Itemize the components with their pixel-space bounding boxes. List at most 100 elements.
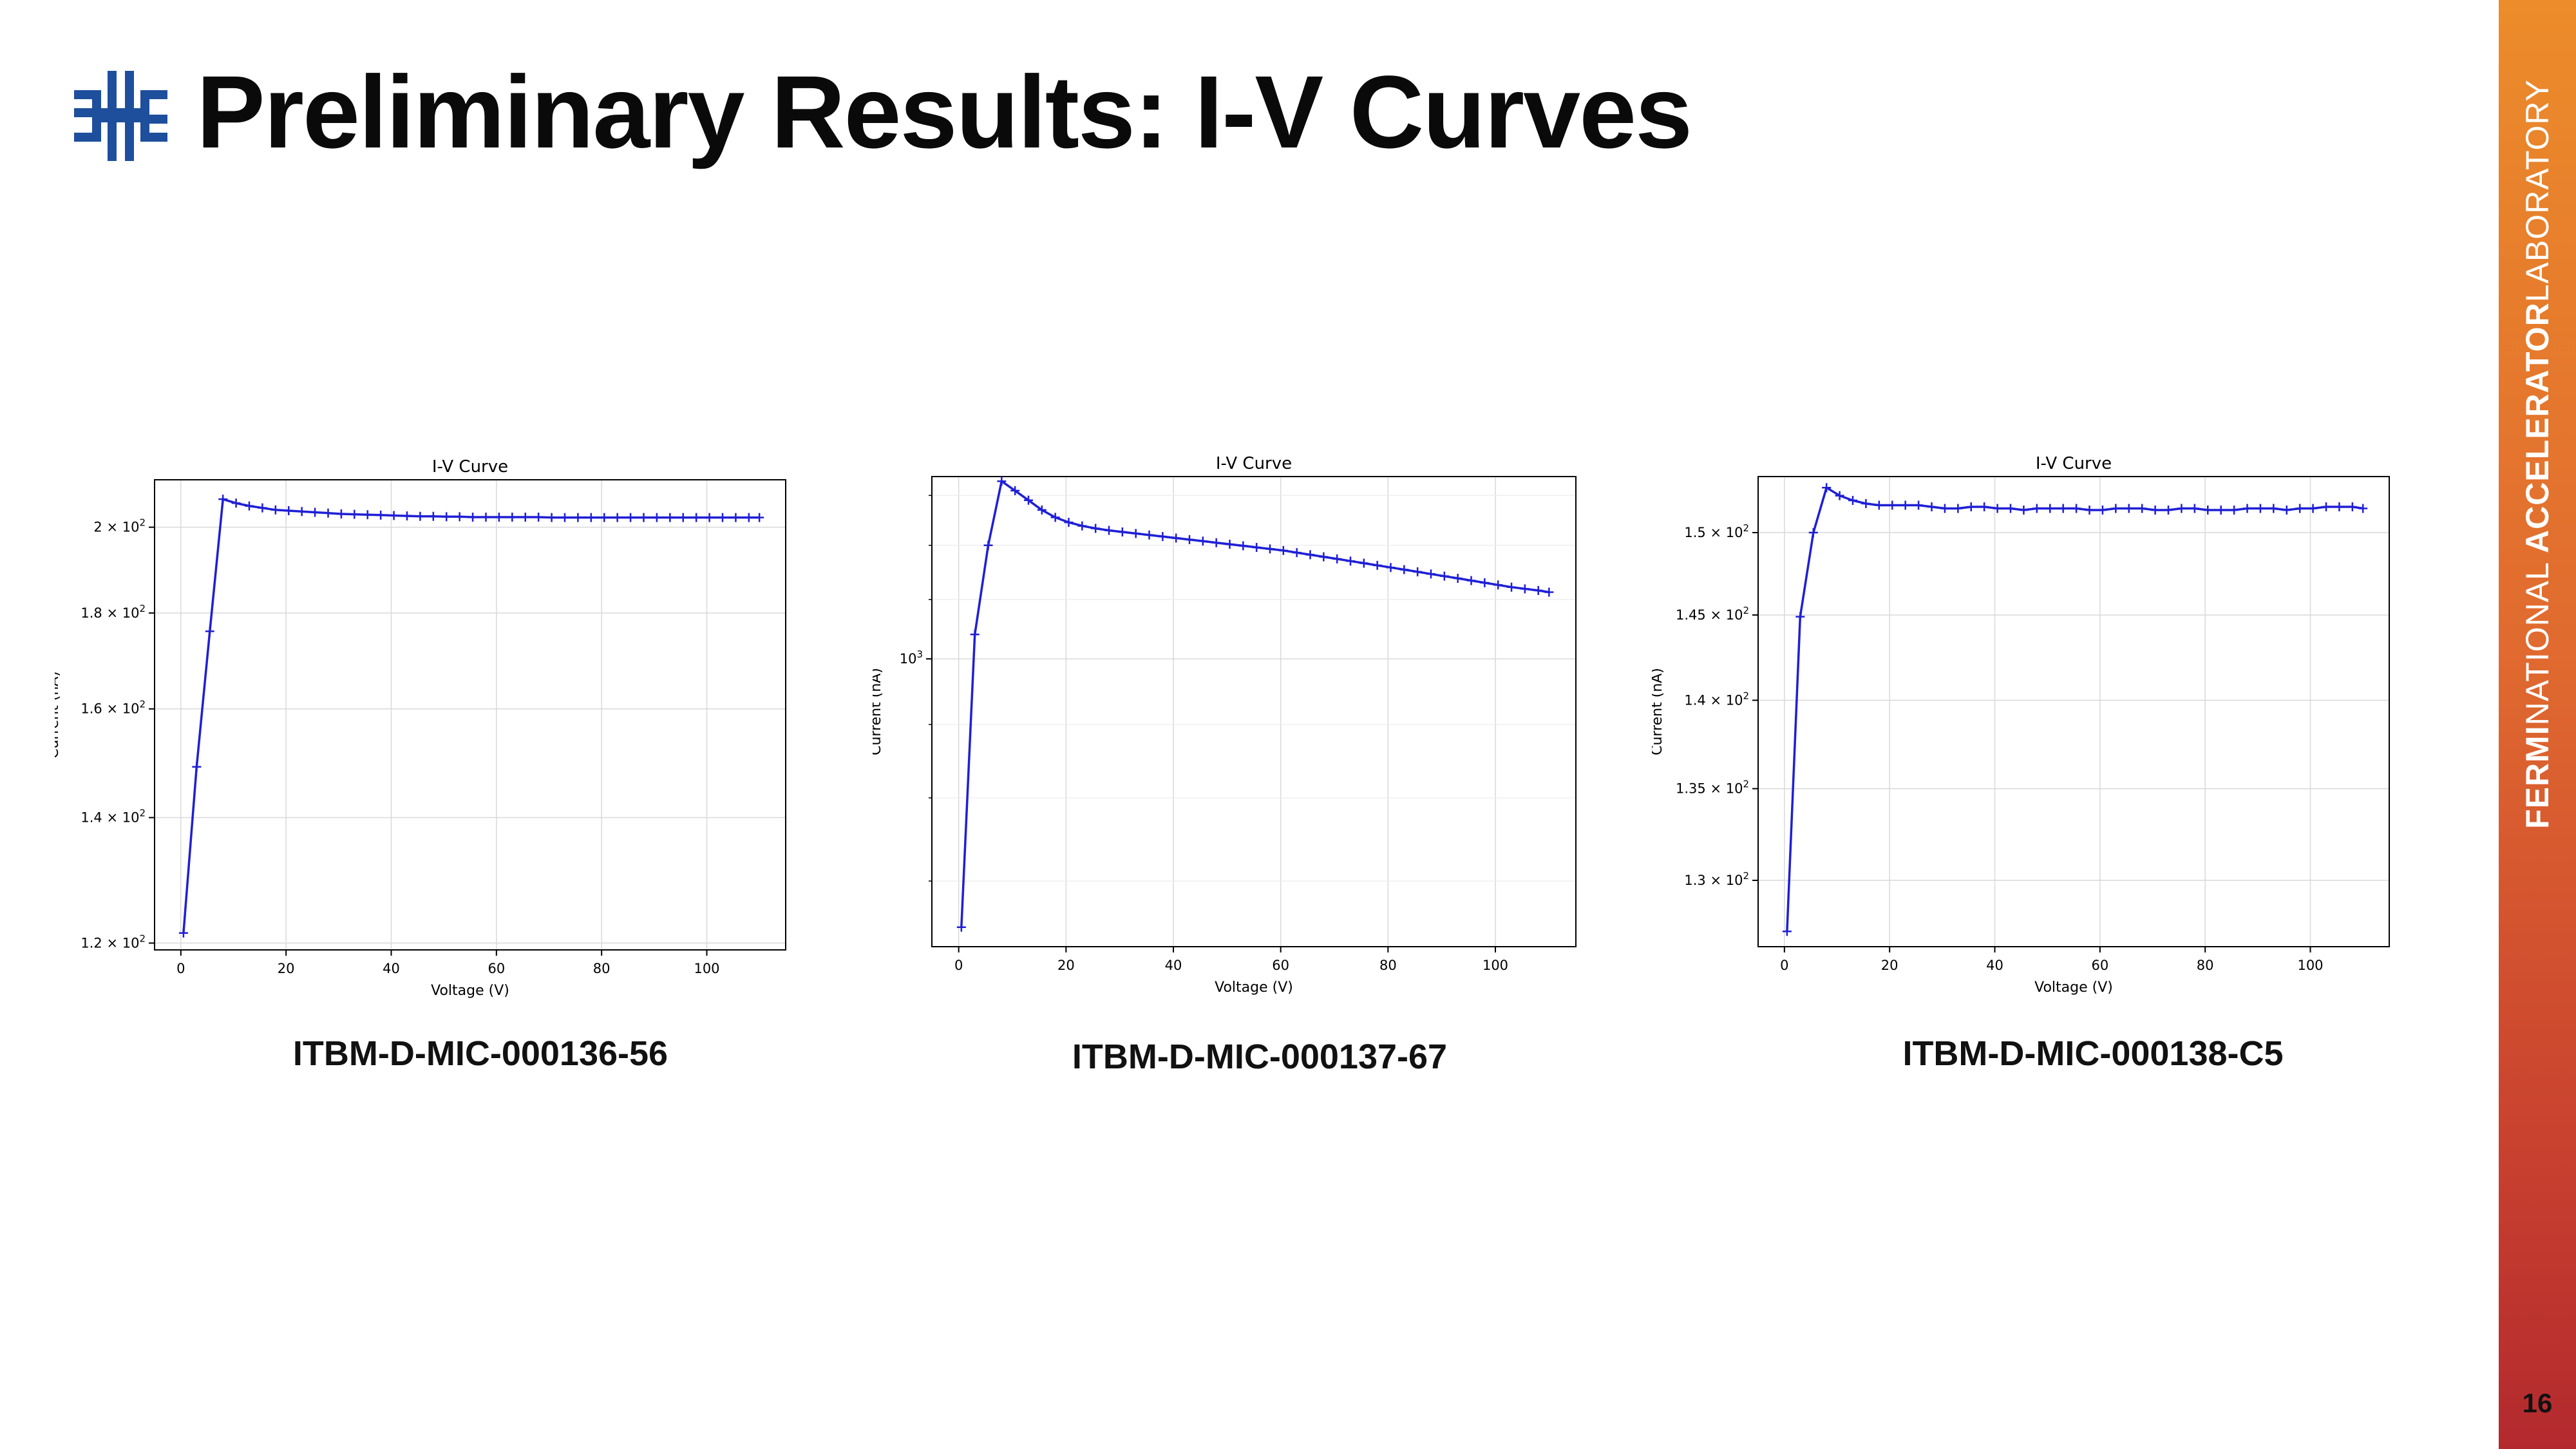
data-point bbox=[2358, 504, 2368, 513]
fermilab-logo-icon bbox=[74, 71, 167, 161]
data-point bbox=[507, 512, 517, 522]
data-point bbox=[2282, 505, 2291, 515]
data-point bbox=[652, 513, 661, 522]
data-point bbox=[2269, 504, 2278, 513]
data-point bbox=[1064, 518, 1074, 527]
series-line bbox=[182, 497, 760, 933]
data-point bbox=[2190, 504, 2199, 513]
data-point bbox=[1413, 567, 1423, 576]
data-point bbox=[2295, 504, 2305, 513]
data-point bbox=[2164, 505, 2173, 515]
chart-title: I-V Curve bbox=[2036, 454, 2112, 473]
x-axis-label: Voltage (V) bbox=[431, 983, 509, 999]
y-axis-label: Current (nA) bbox=[1652, 668, 1665, 755]
x-tick-label: 20 bbox=[278, 961, 295, 976]
x-tick-label: 0 bbox=[176, 961, 185, 976]
data-point bbox=[1861, 499, 1871, 509]
data-point bbox=[1480, 578, 1490, 587]
y-axis-label: Current (nA) bbox=[55, 671, 62, 759]
data-point bbox=[2098, 505, 2107, 515]
data-point bbox=[205, 627, 214, 636]
data-point bbox=[1426, 569, 1435, 579]
data-point bbox=[1782, 927, 1792, 936]
data-point bbox=[1198, 536, 1208, 546]
data-point bbox=[245, 501, 254, 511]
data-point bbox=[1278, 545, 1288, 555]
data-point bbox=[389, 511, 399, 520]
y-tick-label: 1.3 × 102 bbox=[1684, 870, 1749, 888]
data-point bbox=[270, 505, 280, 515]
data-point bbox=[1372, 560, 1382, 570]
data-point bbox=[1131, 529, 1141, 538]
data-point bbox=[612, 513, 622, 522]
y-tick-label: 1.35 × 102 bbox=[1676, 779, 1749, 797]
chart-caption-1: ITBM-D-MIC-000136-56 bbox=[292, 1034, 668, 1073]
y-axis-label: Current (nA) bbox=[873, 668, 884, 755]
data-point bbox=[1292, 548, 1302, 558]
data-point bbox=[415, 511, 425, 521]
data-point bbox=[2334, 502, 2344, 511]
series-line bbox=[1786, 486, 2363, 932]
data-point bbox=[1808, 528, 1818, 538]
data-point bbox=[2124, 504, 2134, 513]
lab-name-laboratory: LABORATORY bbox=[2519, 79, 2555, 303]
data-point bbox=[494, 512, 504, 522]
data-point bbox=[2058, 504, 2068, 513]
data-point bbox=[2111, 504, 2121, 513]
data-point bbox=[1520, 584, 1530, 594]
x-tick-label: 100 bbox=[1482, 958, 1508, 973]
data-point bbox=[2255, 504, 2265, 513]
data-point bbox=[1966, 502, 1976, 511]
data-point bbox=[970, 630, 980, 639]
data-point bbox=[2216, 505, 2226, 515]
data-point bbox=[231, 498, 241, 508]
data-point bbox=[1888, 500, 1897, 510]
data-point bbox=[2347, 502, 2357, 511]
data-point bbox=[1927, 502, 1937, 511]
data-point bbox=[258, 503, 267, 513]
data-point bbox=[1077, 521, 1087, 531]
x-tick-label: 80 bbox=[593, 961, 611, 976]
data-point bbox=[2032, 504, 2041, 513]
lab-name-fermi: FERMI bbox=[2519, 725, 2555, 829]
data-point bbox=[1117, 527, 1127, 537]
data-point bbox=[402, 511, 412, 521]
data-point bbox=[1346, 556, 1355, 566]
data-point bbox=[1332, 554, 1342, 564]
data-point bbox=[2019, 505, 2029, 515]
data-point bbox=[1104, 526, 1113, 535]
x-tick-label: 40 bbox=[1986, 958, 2003, 973]
data-point bbox=[626, 513, 636, 522]
data-point bbox=[1091, 524, 1101, 533]
iv-chart-1: I-V Curve 0 20 40 60 80 100 1.2 × 102 1.4 × 102 1… bbox=[55, 457, 786, 999]
data-point bbox=[520, 512, 530, 522]
iv-chart-2: I-V Curve 0 20 40 60 80 100 103 Voltage (V) Curre… bbox=[873, 454, 1577, 996]
x-tick-label: 0 bbox=[1780, 958, 1788, 973]
x-tick-label: 40 bbox=[1165, 958, 1182, 973]
data-point bbox=[1822, 483, 1832, 493]
data-point bbox=[639, 513, 649, 522]
data-point bbox=[1940, 504, 1949, 513]
data-point bbox=[1265, 544, 1274, 554]
y-tick-label: 1.8 × 102 bbox=[80, 603, 146, 621]
y-tick-label: 1.5 × 102 bbox=[1684, 522, 1749, 540]
data-point bbox=[718, 513, 727, 522]
y-tick-label: 1.45 × 102 bbox=[1676, 605, 1749, 623]
data-point bbox=[1399, 565, 1409, 574]
y-tick-label: 1.2 × 102 bbox=[80, 933, 146, 951]
data-point bbox=[692, 513, 701, 522]
plot-frame bbox=[1757, 476, 2390, 947]
x-tick-label: 60 bbox=[1272, 958, 1289, 973]
data-point bbox=[1171, 533, 1181, 543]
data-point bbox=[2177, 504, 2186, 513]
data-point bbox=[1900, 500, 1910, 510]
plot-frame bbox=[931, 476, 1577, 947]
data-point bbox=[1466, 576, 1476, 585]
data-point bbox=[2230, 505, 2239, 515]
data-point bbox=[665, 513, 675, 522]
x-tick-label: 20 bbox=[1057, 958, 1075, 973]
x-tick-label: 60 bbox=[2091, 958, 2108, 973]
chart-title: I-V Curve bbox=[432, 457, 508, 477]
data-point bbox=[1386, 563, 1396, 573]
data-point bbox=[2308, 504, 2318, 513]
